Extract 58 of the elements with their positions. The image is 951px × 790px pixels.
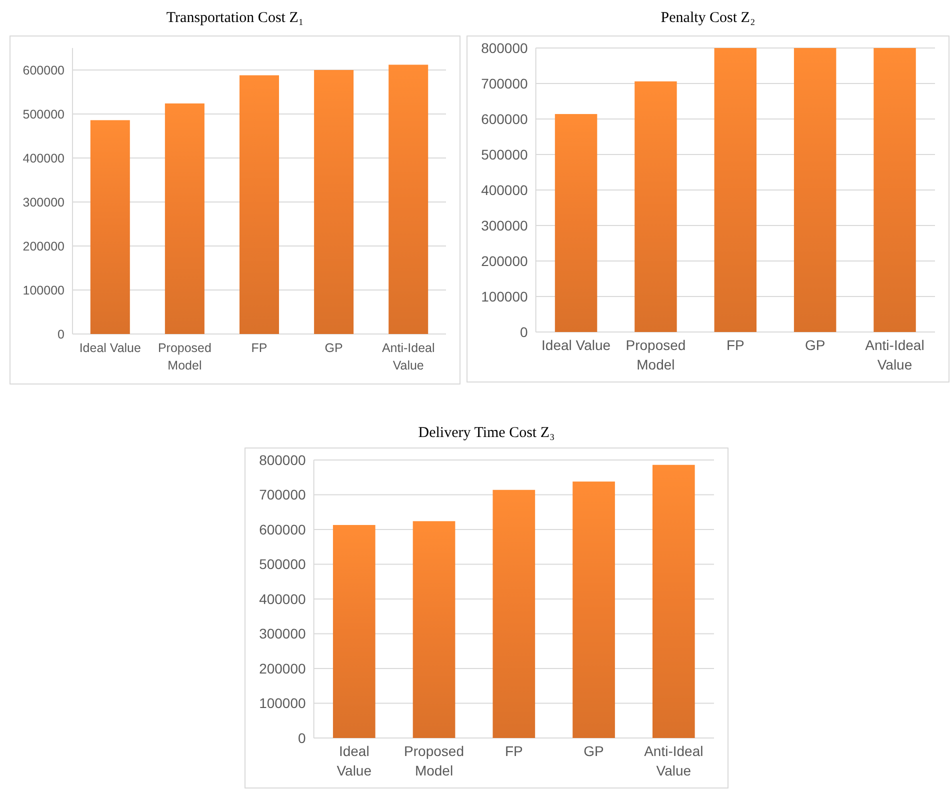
y-tick-label: 100000 [22,283,65,298]
y-tick-label: 200000 [481,252,528,269]
bar [714,48,757,332]
bar [412,521,456,738]
y-tick-label: 600000 [259,521,306,538]
x-tick-label: Proposed Model [404,743,464,779]
y-tick-label: 700000 [259,486,306,503]
x-tick-label: FP [504,743,523,759]
x-tick-label: Ideal Value [542,337,611,353]
bar [239,75,280,334]
x-tick-label: FP [726,337,744,353]
x-tick-label: GP [804,337,826,353]
y-tick-label: 0 [58,327,65,342]
y-tick-label: 500000 [22,107,65,122]
x-tick-label: Proposed Model [626,337,686,373]
x-tick-label: Anti-Ideal Value [865,337,924,373]
y-tick-label: 300000 [481,217,528,234]
y-tick-label: 0 [298,730,306,746]
y-tick-label: 100000 [481,288,528,304]
bar [314,70,354,334]
y-tick-label: 400000 [481,182,528,198]
x-tick-label: Anti-Ideal Value [644,743,704,779]
y-tick-label: 300000 [259,626,306,642]
y-tick-label: 200000 [22,239,65,254]
bar [388,64,428,334]
bar [332,524,376,738]
y-tick-label: 400000 [259,590,306,607]
y-tick-label: 800000 [259,452,306,468]
x-tick-label: GP [584,743,604,759]
y-tick-label: 400000 [22,151,65,166]
y-tick-label: 700000 [481,75,528,92]
x-tick-label: Ideal Value [79,341,142,355]
x-tick-label: Anti-Ideal Value [382,341,435,372]
x-tick-label: Ideal Value [336,743,372,779]
x-tick-label: Proposed Model [158,341,212,372]
bar [794,48,836,332]
y-tick-label: 100000 [259,695,306,712]
x-tick-label: GP [324,341,343,355]
bar [652,464,695,738]
chart-title: Penalty Cost Z₂ [660,10,756,26]
bar [90,120,130,334]
bar [554,114,598,332]
x-tick-label: FP [251,341,268,355]
chart-title: Transportation Cost Z₁ [166,10,304,26]
bar [634,81,677,332]
y-tick-label: 200000 [259,660,306,676]
y-tick-label: 600000 [22,63,65,78]
bar [572,482,615,738]
y-tick-label: 600000 [481,110,528,127]
y-tick-label: 800000 [481,40,528,56]
bar [874,48,916,332]
y-tick-label: 0 [520,324,528,340]
y-tick-label: 300000 [22,195,65,210]
bar [492,490,536,738]
y-tick-label: 500000 [481,146,528,162]
bar [164,103,204,334]
y-tick-label: 500000 [259,556,306,572]
chart-title: Delivery Time Cost Z₃ [418,425,555,441]
